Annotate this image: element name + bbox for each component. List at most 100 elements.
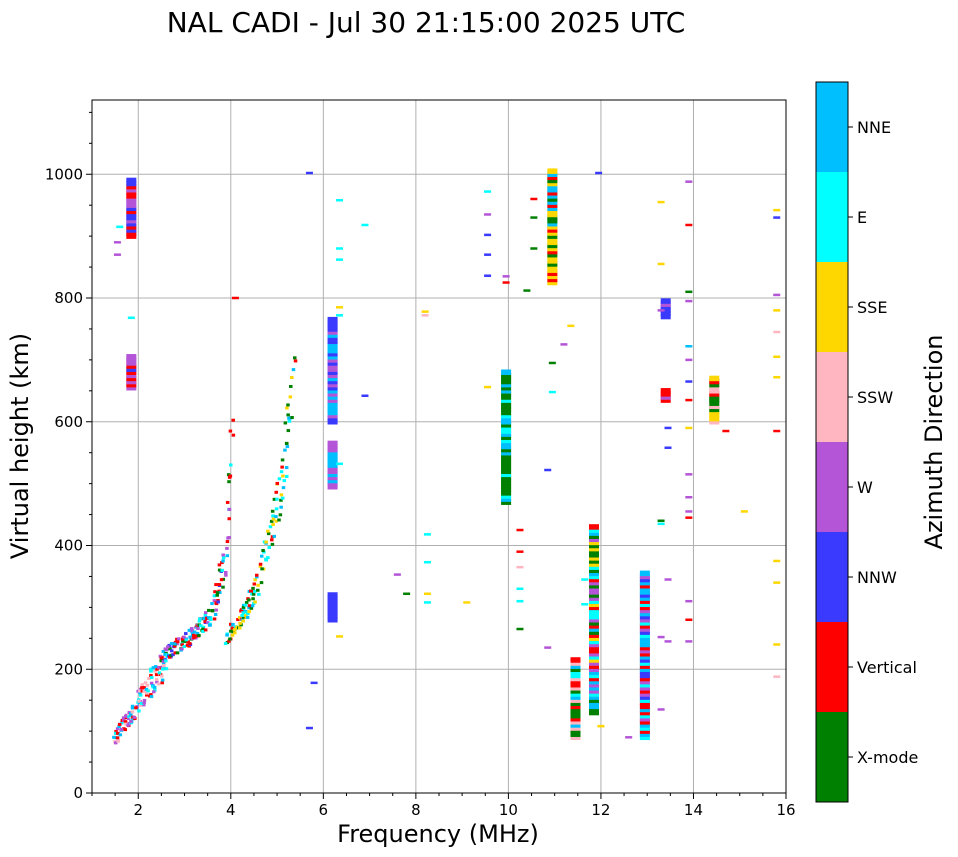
echo-cell [270, 535, 275, 539]
echo-cell [501, 456, 512, 462]
echo-cell [570, 666, 581, 672]
echo-cell [639, 595, 650, 601]
echo-cell [639, 706, 650, 713]
echo-cell [207, 608, 211, 612]
echo-cell [588, 632, 599, 638]
echo-cell [126, 214, 137, 221]
echo-cell [231, 622, 235, 626]
echo-cell [570, 719, 581, 725]
echo-cell [639, 669, 650, 676]
colorbar-segment [816, 82, 848, 172]
echo-cell [154, 678, 159, 682]
echo-cell [199, 624, 203, 628]
echo-cell [180, 647, 184, 651]
echo-cell [157, 665, 161, 669]
echo-cell [639, 635, 650, 642]
echo-cell [588, 700, 599, 707]
echo-cell [685, 510, 693, 513]
echo-cell [118, 733, 123, 737]
echo-cell [501, 425, 512, 431]
echo-cell [588, 629, 599, 635]
echo-cell [268, 525, 273, 529]
echo-cell [501, 483, 512, 490]
echo-cell [289, 384, 293, 388]
echo-cell [484, 190, 492, 193]
echo-cell [216, 598, 220, 602]
echo-cell [201, 625, 206, 629]
echo-cell [126, 723, 130, 727]
echo-cell [210, 609, 215, 613]
echo-cell [192, 636, 196, 640]
echo-cell [247, 606, 251, 610]
echo-cell [639, 675, 650, 682]
echo-cell [137, 699, 141, 703]
echo-cell [501, 462, 512, 468]
echo-cell [530, 197, 538, 201]
echo-cell [685, 426, 693, 430]
echo-cell [129, 713, 133, 717]
echo-cell [501, 434, 512, 440]
colorbar-segment [816, 712, 848, 802]
echo-cell [484, 213, 492, 216]
echo-cell [235, 626, 239, 630]
echo-cell [327, 592, 338, 598]
echo-cell [290, 415, 294, 419]
colorbar-segment [816, 442, 848, 532]
echo-cell [280, 458, 285, 462]
echo-cell [588, 533, 599, 539]
y-tick-label: 1000 [45, 165, 83, 183]
echo-cell [123, 728, 128, 732]
echo-cell [547, 199, 558, 205]
echo-cell [547, 230, 558, 236]
echo-cell [327, 357, 338, 363]
colorbar-segment [816, 172, 848, 262]
echo-cell [137, 709, 141, 713]
echo-cell [588, 626, 599, 632]
echo-cell [284, 441, 289, 445]
echo-cell [208, 623, 212, 627]
echo-cell [685, 290, 693, 294]
echo-cell [722, 429, 730, 433]
echo-cell [588, 527, 599, 533]
echo-cell [773, 216, 781, 219]
echo-cell [421, 314, 429, 317]
echo-cell [570, 722, 581, 728]
plot-background [92, 100, 786, 793]
echo-cell [639, 592, 650, 598]
echo-cell [154, 673, 159, 677]
echo-cell [175, 637, 179, 641]
echo-cell [272, 534, 277, 538]
echo-cell [327, 419, 338, 425]
echo-cell [523, 289, 531, 292]
y-tick-label: 600 [54, 413, 83, 431]
echo-cell [570, 675, 581, 682]
y-axis: 0 200 400 600 800 1000 [45, 111, 92, 802]
echo-cell [709, 381, 720, 388]
echo-cell [175, 651, 180, 655]
echo-cell [190, 627, 194, 631]
echo-cell [126, 186, 137, 193]
echo-cell [547, 186, 558, 193]
echo-cell [501, 465, 512, 471]
echo-cell [773, 355, 781, 359]
echo-cell [336, 258, 344, 261]
echo-cell [709, 415, 720, 422]
echo-cell [205, 616, 209, 620]
echo-cell [142, 703, 146, 707]
echo-cell [639, 719, 650, 725]
echo-cell [270, 538, 274, 542]
echo-cell [126, 221, 137, 227]
colorbar-segment [816, 532, 848, 622]
echo-cell [241, 619, 245, 623]
echo-cell [660, 307, 671, 314]
echo-cell [126, 205, 137, 212]
echo-cell [657, 635, 665, 639]
echo-cell [243, 609, 248, 613]
echo-cell [310, 681, 318, 685]
echo-cell [463, 601, 471, 604]
echo-cell [588, 561, 599, 567]
echo-cell [227, 536, 231, 540]
echo-cell [256, 583, 260, 587]
echo-cell [639, 626, 650, 632]
echo-cell [217, 568, 222, 572]
